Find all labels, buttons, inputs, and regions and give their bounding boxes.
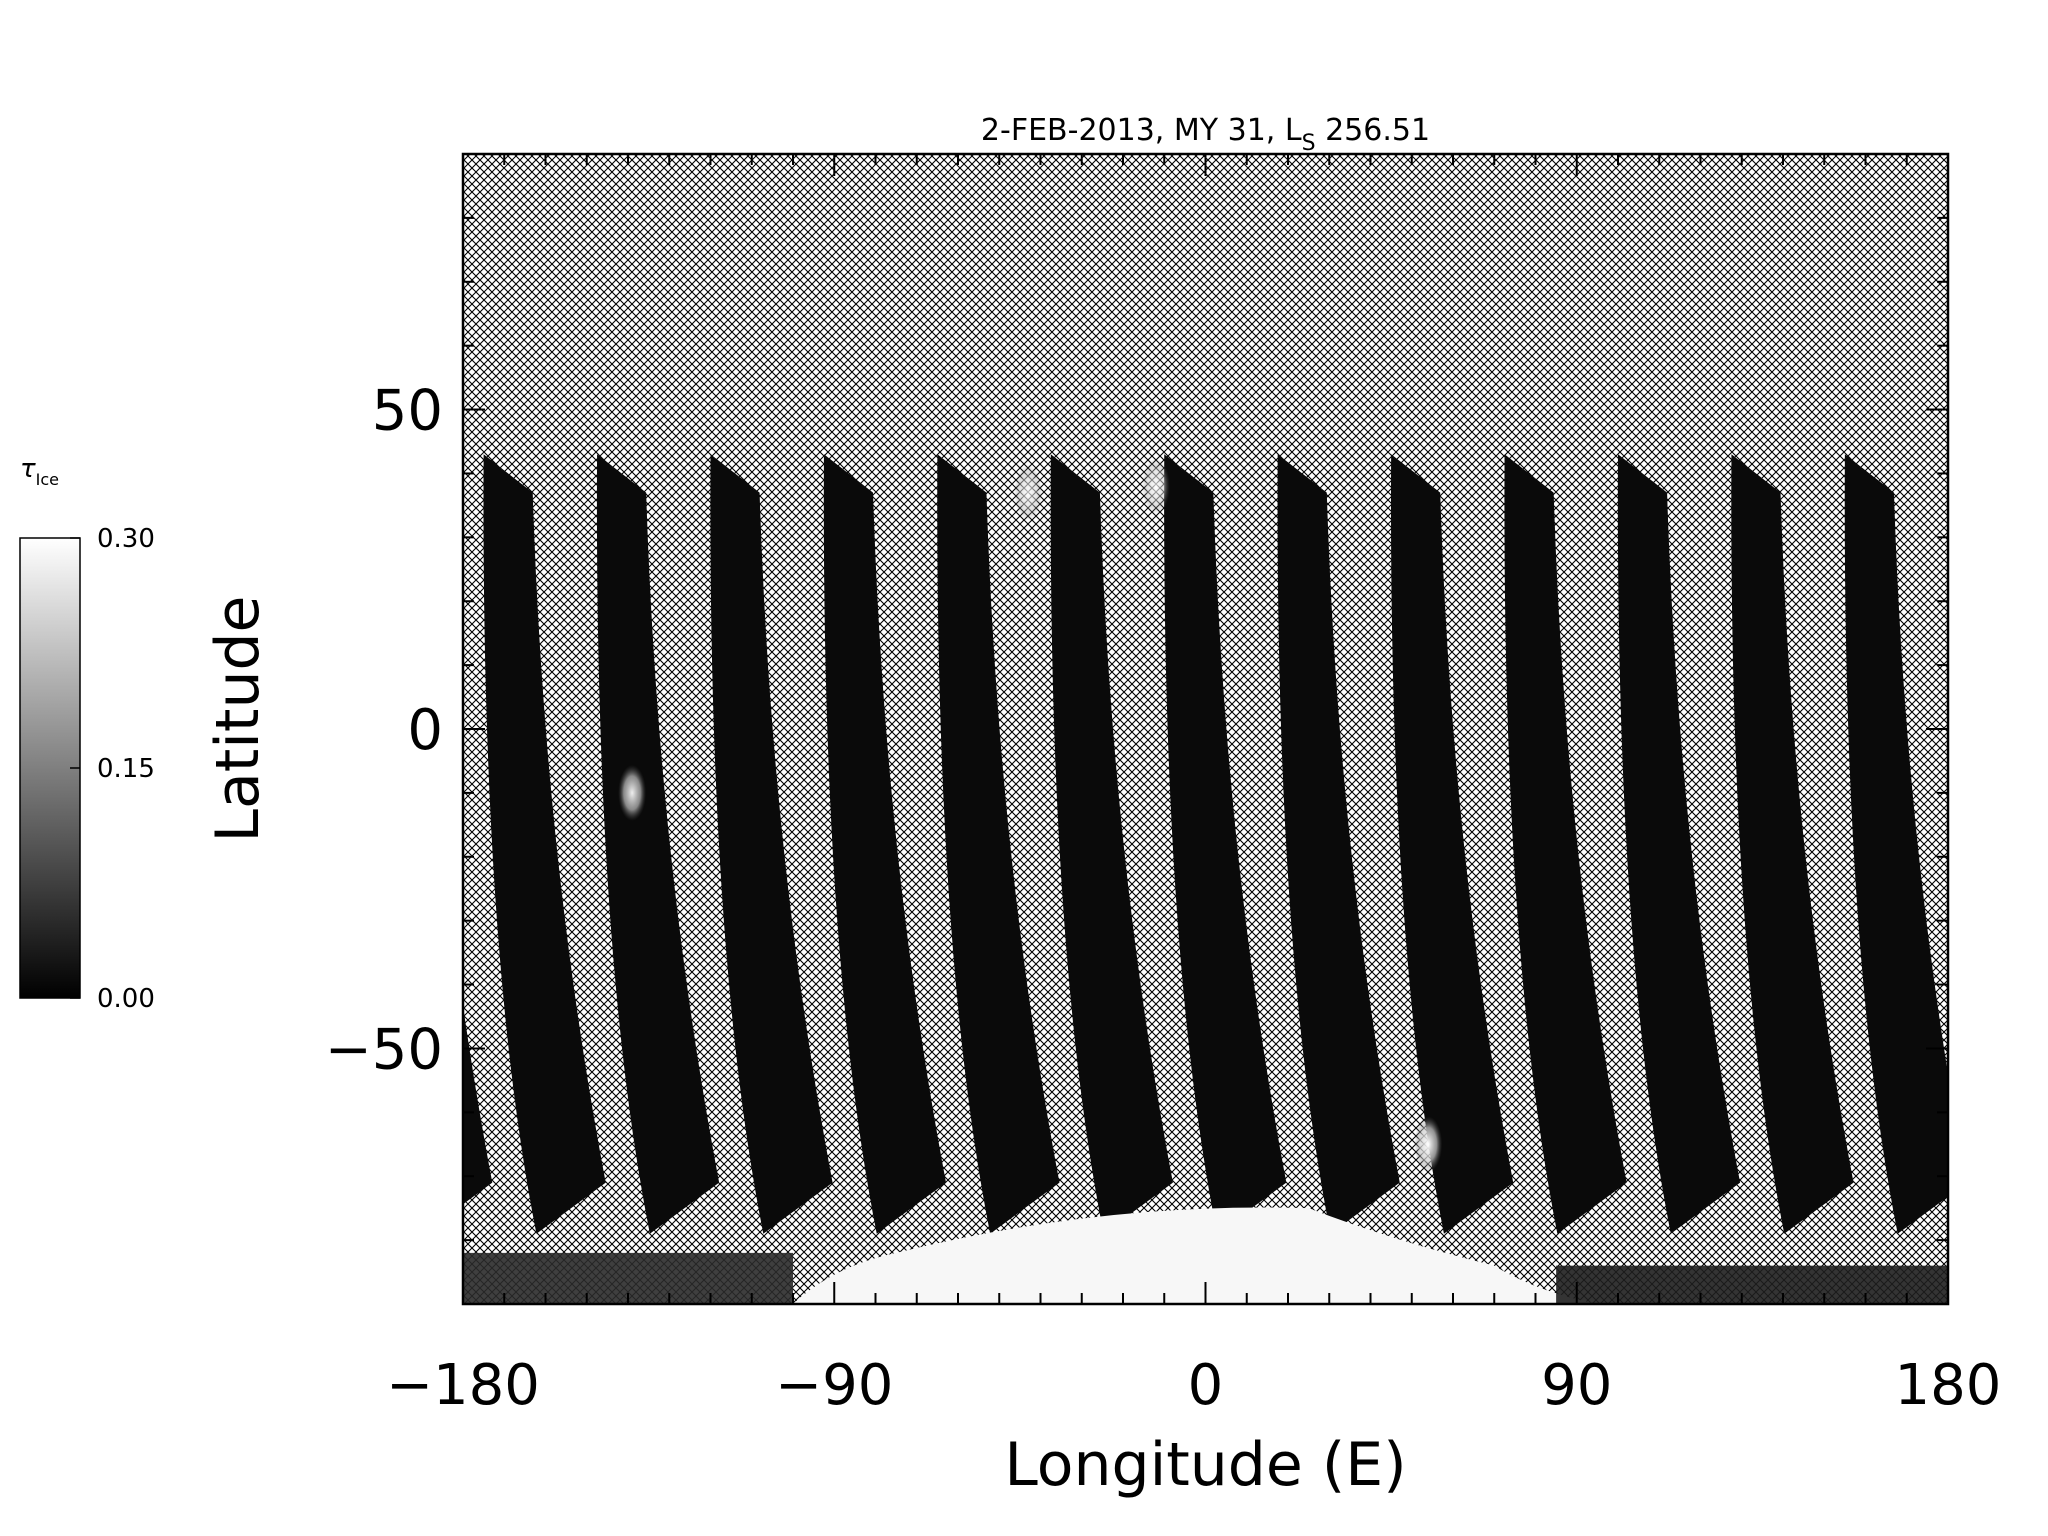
swath-3	[710, 454, 833, 1234]
colorbar-tick-label: 0.15	[97, 754, 155, 784]
swath-9	[1390, 454, 1514, 1234]
x-axis-label: Longitude (E)	[1004, 1430, 1406, 1500]
polar-edge-east	[1556, 1265, 1948, 1304]
swath-4	[823, 454, 947, 1234]
x-tick-labels: −180 −90 0 90 180	[386, 1353, 2001, 1418]
swath-12	[1731, 454, 1854, 1234]
x-tick-label: −90	[775, 1353, 893, 1418]
swath-13	[1844, 454, 1948, 1234]
swath-2	[596, 454, 720, 1234]
swath-6	[1050, 454, 1173, 1234]
colorbar: τIce 0.30 0.15 0.00	[19, 454, 155, 1014]
swath-10	[1504, 454, 1627, 1234]
bright-spot-1	[618, 764, 647, 821]
bright-spots	[618, 458, 1443, 1173]
plot-area	[461, 152, 2048, 1306]
swath-14	[1958, 454, 2048, 1233]
swath-11	[1617, 454, 1741, 1234]
swath-7	[1164, 454, 1287, 1234]
swath-8	[1277, 454, 1400, 1234]
bright-spot-2	[1014, 464, 1043, 521]
colorbar-tick-label: 0.00	[97, 984, 155, 1014]
y-tick-label: −50	[325, 1017, 443, 1082]
swath-5	[937, 454, 1060, 1234]
y-tick-label: 0	[407, 698, 443, 763]
bright-spot-3	[1142, 458, 1170, 515]
colorbar-ticks: 0.30 0.15 0.00	[70, 524, 155, 1014]
orbit-swaths	[463, 454, 2048, 1234]
x-tick-label: −180	[386, 1353, 540, 1418]
swath-0	[463, 1005, 493, 1205]
colorbar-label: τIce	[20, 454, 59, 489]
x-tick-label: 90	[1541, 1353, 1612, 1418]
swath-1	[483, 454, 606, 1234]
x-tick-label: 180	[1895, 1353, 2002, 1418]
y-tick-label: 50	[372, 379, 443, 444]
x-tick-label: 0	[1188, 1353, 1224, 1418]
axis-ticks	[462, 153, 1949, 1305]
y-axis-label: Latitude	[203, 596, 273, 843]
chart-title: 2-FEB-2013, MY 31, LS 256.51	[981, 113, 1430, 156]
bright-spot-4	[1414, 1116, 1443, 1173]
y-tick-labels: 50 0 −50	[325, 379, 443, 1083]
colorbar-tick-label: 0.30	[97, 524, 155, 554]
polar-cap-shape	[793, 1207, 1598, 1304]
